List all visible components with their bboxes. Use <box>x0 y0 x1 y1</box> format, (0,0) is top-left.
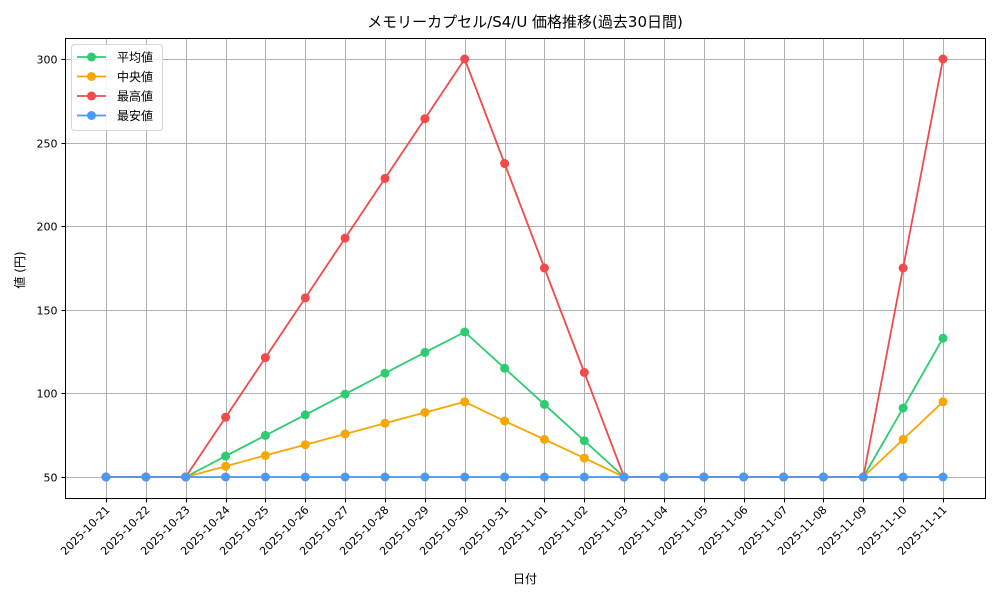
legend-item: 最高値 <box>77 89 153 104</box>
data-point <box>260 353 270 363</box>
data-point <box>260 450 270 460</box>
series-2 <box>101 54 948 482</box>
data-point <box>460 472 470 482</box>
data-point <box>460 327 470 337</box>
data-point <box>539 434 549 444</box>
data-point <box>579 453 589 463</box>
legend-marker-icon <box>87 52 96 62</box>
data-point <box>221 472 231 482</box>
data-point <box>659 472 669 482</box>
legend-item: 平均値 <box>77 50 153 65</box>
data-point <box>380 472 390 482</box>
data-point <box>340 233 350 243</box>
data-point <box>579 472 589 482</box>
data-point <box>340 429 350 439</box>
data-point <box>221 412 231 422</box>
data-point <box>779 472 789 482</box>
data-point <box>300 440 310 450</box>
y-tick-label: 300 <box>37 54 58 67</box>
y-tick-label: 200 <box>37 221 58 234</box>
series-line <box>106 58 944 478</box>
legend-label: 最高値 <box>117 89 153 104</box>
series-0 <box>101 327 948 482</box>
data-point <box>260 472 270 482</box>
data-point <box>938 54 948 64</box>
data-point <box>141 472 151 482</box>
data-point <box>619 472 629 482</box>
data-point <box>380 368 390 378</box>
data-point <box>181 472 191 482</box>
data-point <box>340 472 350 482</box>
y-tick-label: 250 <box>37 138 58 151</box>
y-axis: 50 100 150 200 250 300 <box>37 54 66 485</box>
legend-marker-icon <box>87 72 96 81</box>
y-tick-label: 150 <box>37 305 58 318</box>
data-point <box>579 436 589 446</box>
data-point <box>380 173 390 183</box>
data-point <box>420 472 430 482</box>
data-point <box>221 451 231 461</box>
data-point <box>500 159 510 168</box>
data-point <box>300 472 310 482</box>
series-3 <box>101 472 948 482</box>
data-point <box>898 403 908 413</box>
series-1 <box>101 397 948 482</box>
data-point <box>260 430 270 440</box>
series-line <box>106 400 944 478</box>
data-point <box>898 472 908 482</box>
data-point <box>300 410 310 420</box>
data-point <box>579 368 589 377</box>
data-point <box>699 472 709 482</box>
legend-box <box>71 44 163 131</box>
legend-marker-icon <box>87 91 96 101</box>
data-point <box>898 263 908 273</box>
chart-title: メモリーカプセル/S4/U 価格推移(過去30日間) <box>367 13 683 31</box>
y-tick-label: 100 <box>37 388 58 401</box>
data-point <box>460 397 470 407</box>
grid <box>65 38 986 499</box>
data-point <box>938 333 948 343</box>
data-point <box>818 472 828 482</box>
axes-frame <box>65 38 986 499</box>
data-point <box>500 363 510 373</box>
data-point <box>539 472 549 482</box>
data-point <box>898 434 908 444</box>
data-point <box>101 472 111 482</box>
data-point <box>460 54 470 64</box>
data-point <box>539 399 549 409</box>
data-point <box>221 461 231 471</box>
data-point <box>500 472 510 482</box>
data-point <box>539 263 549 273</box>
series-line <box>106 331 944 478</box>
data-point <box>300 293 310 303</box>
legend-label: 中央値 <box>117 69 153 84</box>
data-point <box>340 389 350 399</box>
data-point <box>739 472 749 482</box>
data-point <box>380 418 390 428</box>
data-point <box>858 472 868 482</box>
data-point <box>938 397 948 407</box>
x-axis-label: 日付 <box>513 572 537 586</box>
data-point <box>420 408 430 417</box>
data-point <box>938 472 948 482</box>
data-point <box>500 416 510 426</box>
legend-item: 最安値 <box>77 108 153 123</box>
x-axis: 2025-10-212025-10-222025-10-232025-10-24… <box>58 498 950 558</box>
y-axis-label: 値 (円) <box>12 251 27 288</box>
data-point <box>420 347 430 357</box>
data-point <box>420 114 430 124</box>
y-tick-label: 50 <box>44 472 58 485</box>
legend-label: 最安値 <box>117 108 153 123</box>
series-layer <box>101 54 948 482</box>
legend-marker-icon <box>87 111 96 120</box>
legend-label: 平均値 <box>117 50 153 65</box>
legend-item: 中央値 <box>77 69 153 84</box>
